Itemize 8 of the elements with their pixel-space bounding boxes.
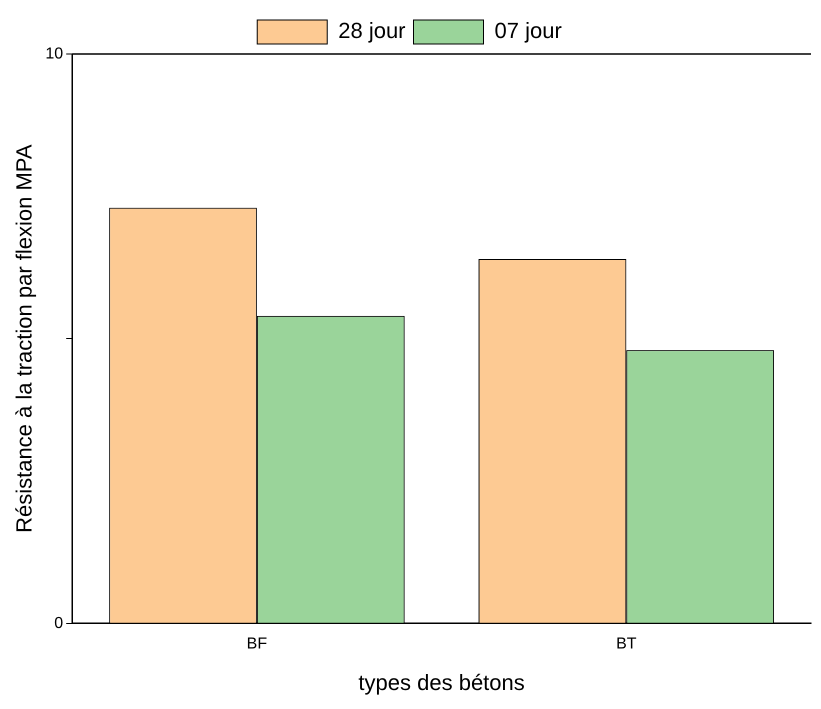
- y-tick-label: 0: [54, 614, 64, 632]
- x-tick-label: BT: [616, 635, 637, 652]
- x-tick-label: BF: [246, 635, 268, 652]
- y-axis-title: Résistance à la traction par flexion MPA: [11, 144, 36, 533]
- y-tick-label: 10: [45, 45, 64, 62]
- legend-label: 07 jour: [494, 18, 562, 44]
- legend-label: 28 jour: [338, 18, 406, 44]
- x-axis-title: types des bétons: [358, 670, 525, 695]
